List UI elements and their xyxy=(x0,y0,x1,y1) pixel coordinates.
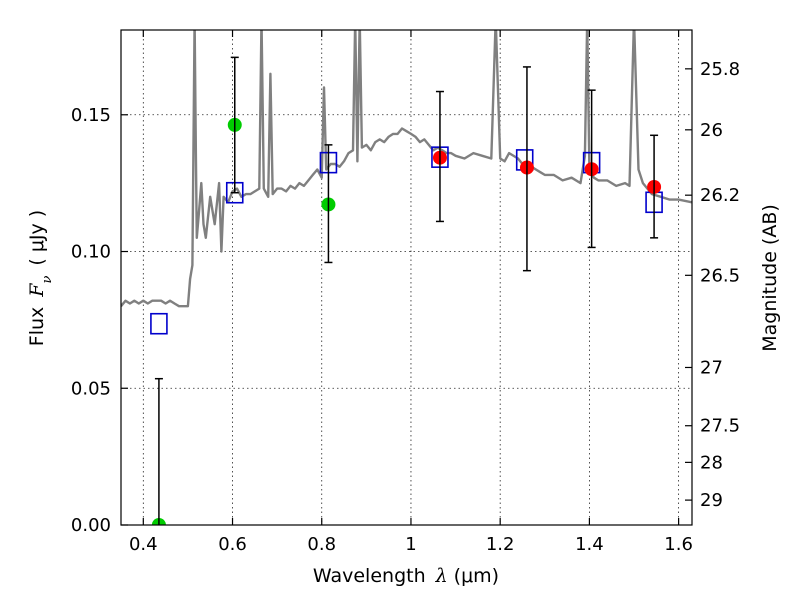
x-tick-label: 0.6 xyxy=(218,534,247,555)
model-spectrum-line xyxy=(121,30,692,308)
error-bar xyxy=(435,90,444,223)
y2-tick-label: 26 xyxy=(700,120,723,141)
error-bars xyxy=(154,56,659,525)
error-bar xyxy=(154,377,163,525)
y-tick-label: 0.00 xyxy=(71,515,111,536)
error-bar xyxy=(650,134,659,239)
x-axis-title: Wavelength λ (μm) xyxy=(313,565,499,587)
x-tick-label: 0.8 xyxy=(307,534,336,555)
y2-tick-label: 28 xyxy=(700,452,723,473)
x-tick-label: 0.4 xyxy=(129,534,158,555)
y2-tick-label: 29 xyxy=(700,490,723,511)
error-bar xyxy=(522,66,531,272)
axis-ticks: 0.4 0.6 0.8 1 1.2 1.4 1.6 0.00 0.05 0.10 0.15 25.8 2… xyxy=(71,30,740,555)
x-tick-label: 1.2 xyxy=(486,534,515,555)
error-bar xyxy=(230,56,239,194)
x-tick-label: 1 xyxy=(405,534,416,555)
x-tick-label: 1.6 xyxy=(664,534,693,555)
grid xyxy=(121,30,692,525)
y-tick-label: 0.15 xyxy=(71,105,111,126)
y-tick-label: 0.05 xyxy=(71,378,111,399)
y2-tick-label: 26.5 xyxy=(700,265,740,286)
x-tick-label: 1.4 xyxy=(575,534,604,555)
y-axis-title: FluxFν( μJy ) xyxy=(26,210,55,346)
error-bar xyxy=(587,89,596,249)
error-bar xyxy=(324,144,333,264)
y2-tick-label: 27 xyxy=(700,357,723,378)
y2-tick-label: 26.2 xyxy=(700,185,740,206)
model-photometry-box xyxy=(150,312,168,335)
y2-tick-label: 25.8 xyxy=(700,59,740,80)
plot-area xyxy=(121,30,692,525)
y2-axis-title: Magnitude (AB) xyxy=(759,204,781,352)
plot-frame xyxy=(120,29,693,526)
y-tick-label: 0.10 xyxy=(71,242,111,263)
y2-tick-label: 27.5 xyxy=(700,416,740,437)
